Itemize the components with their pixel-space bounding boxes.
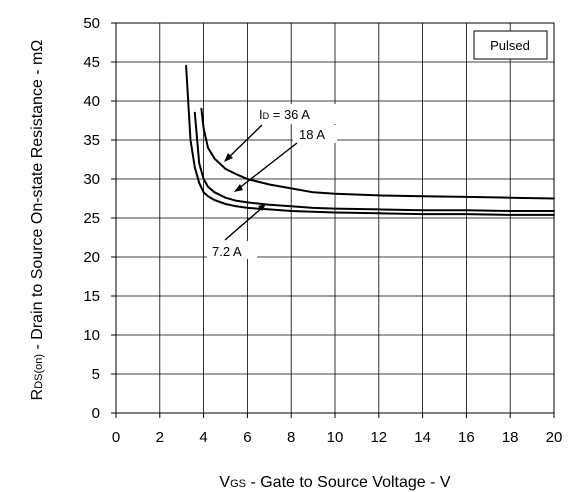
legend-box-label: Pulsed: [490, 38, 530, 53]
x-tick-label: 16: [458, 429, 475, 446]
annotation-id18-bg: [293, 125, 337, 143]
annotation-id36-main: I: [259, 107, 263, 122]
y-tick-label: 35: [83, 132, 100, 149]
x-tick-label: 8: [287, 429, 295, 446]
annotation-id18: 18 A: [234, 125, 337, 192]
y-axis-title-main: R: [29, 389, 46, 401]
x-axis-title: VGS - Gate to Source Voltage - V: [219, 474, 450, 491]
x-axis-title-sub: GS: [230, 478, 246, 490]
annotation-id72-arrowhead: [258, 204, 266, 211]
x-axis-title-main: V: [219, 474, 230, 491]
x-axis-title-rest: - Gate to Source Voltage - V: [246, 474, 451, 491]
annotation-id36-bg: [254, 104, 358, 124]
y-tick-label: 45: [83, 54, 100, 71]
y-tick-label: 50: [83, 15, 100, 32]
x-tick-label: 10: [327, 429, 344, 446]
legend-box: [473, 30, 548, 60]
annotation-id36-sub: D: [263, 111, 270, 121]
y-tick-label: 30: [83, 171, 100, 188]
y-tick-label: 10: [83, 327, 100, 344]
y-axis-title: RDS(on) - Drain to Source On-state Resis…: [29, 40, 46, 401]
y-axis-title-sub: DS(on): [33, 354, 45, 389]
grid: [116, 23, 554, 413]
annotation-id72-text: 7.2 A: [212, 244, 242, 259]
y-tick-label: 0: [92, 405, 100, 422]
annotation-id18-text: 18 A: [299, 127, 325, 142]
annotation-id18-arrow: [237, 142, 298, 190]
x-tick-label: 12: [370, 429, 387, 446]
x-tick-labels: 0 2 4 6 8 10 12 14 16 18 20: [112, 429, 563, 446]
x-tick-label: 0: [112, 429, 120, 446]
annotation-id72-arrow: [224, 206, 264, 241]
annotation-id36-rest: = 36 A: [269, 107, 310, 122]
tick-marks: [111, 22, 555, 418]
x-tick-label: 6: [243, 429, 251, 446]
y-tick-label: 15: [83, 288, 100, 305]
annotation-id36: ID = 36 A: [224, 104, 358, 162]
x-tick-label: 2: [156, 429, 164, 446]
annotation-id72-bg: [207, 241, 257, 259]
annotation-id18-arrowhead: [234, 184, 243, 192]
x-tick-label: 20: [546, 429, 563, 446]
annotation-id72: 7.2 A: [207, 204, 266, 259]
x-tick-label: 14: [414, 429, 431, 446]
series-line-2: [193, 111, 555, 212]
y-tick-label: 40: [83, 93, 100, 110]
series-line-1: [200, 107, 555, 200]
y-tick-label: 25: [83, 210, 100, 227]
series-lines: [185, 64, 555, 216]
annotation-id36-arrowhead: [224, 153, 233, 162]
y-tick-labels: 0 5 10 15 20 25 30 35 40 45 50: [83, 15, 100, 422]
y-tick-label: 20: [83, 249, 100, 266]
x-tick-label: 18: [502, 429, 519, 446]
y-tick-label: 5: [92, 366, 100, 383]
x-tick-label: 4: [199, 429, 207, 446]
series-line-3: [185, 64, 555, 216]
annotation-id36-text: ID = 36 A: [259, 107, 310, 122]
y-axis-title-rest: - Drain to Source On-state Resistance - …: [29, 40, 46, 354]
annotation-id36-arrow: [225, 124, 263, 161]
